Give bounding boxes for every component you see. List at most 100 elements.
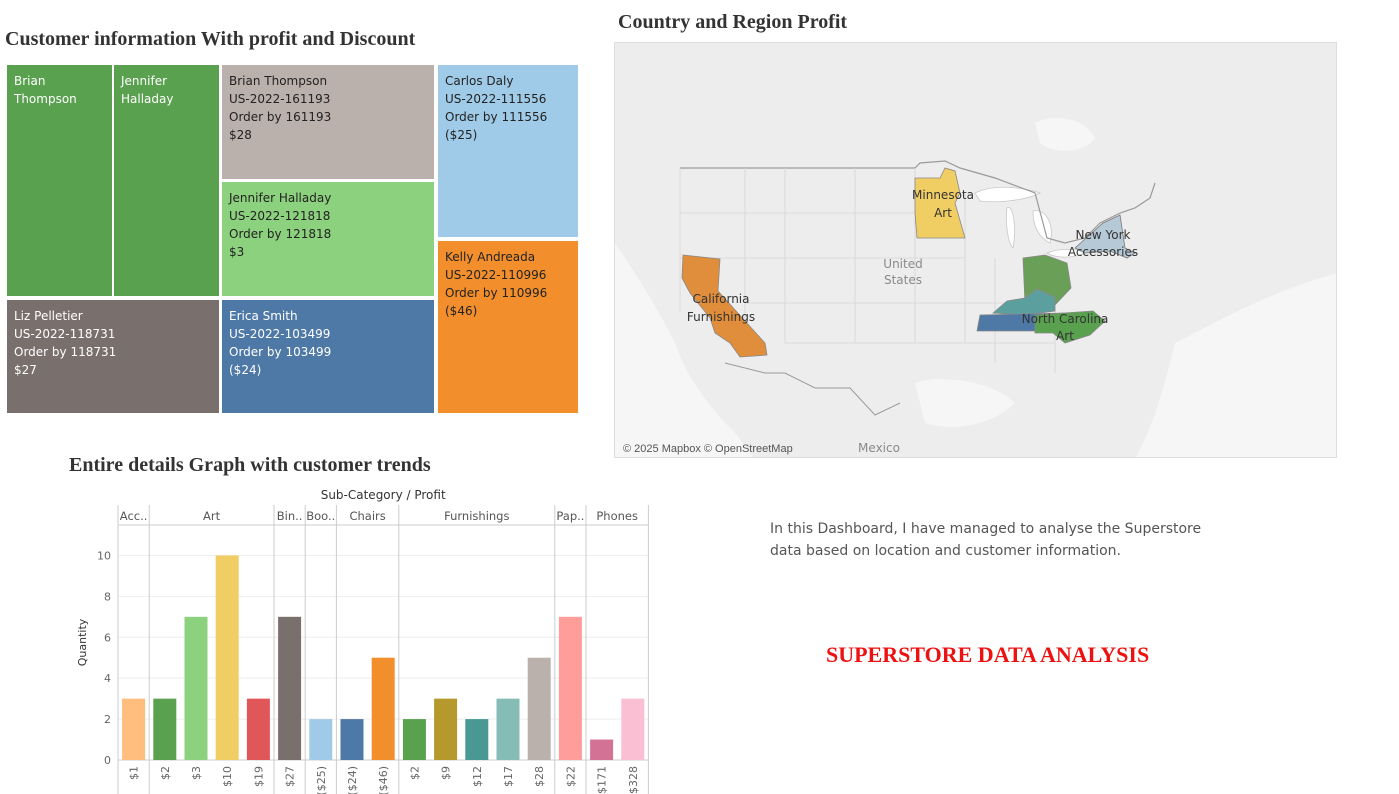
label-mexico: Mexico (858, 441, 900, 455)
treemap-cell-text: US-2022-118731 (14, 327, 116, 341)
x-tick-label: $10 (221, 766, 234, 787)
label-north-carolina: North Carolina Art (1022, 312, 1109, 343)
treemap-cell-text: $27 (14, 363, 37, 377)
group-label: Art (203, 509, 221, 523)
group-label: Pap.. (556, 509, 584, 523)
bar-section-title: Entire details Graph with customer trend… (69, 454, 431, 476)
x-tick-label: $9 (440, 766, 453, 780)
label-california: California Furnishings (687, 292, 755, 324)
y-tick-label: 2 (104, 713, 111, 726)
bar[interactable] (215, 555, 239, 760)
state-new-york[interactable] (1074, 214, 1136, 259)
bar[interactable] (527, 657, 551, 760)
x-tick-label: ($25) (315, 766, 328, 794)
treemap-cell[interactable]: Jennifer Halladay (114, 65, 219, 296)
bar[interactable] (246, 698, 270, 760)
treemap-cell[interactable]: Brian Thompson (7, 65, 112, 296)
group-label: Chairs (349, 509, 385, 523)
treemap-cell-text: ($46) (445, 304, 478, 318)
x-tick-label: $328 (627, 766, 640, 794)
treemap-cell-text: ($24) (229, 363, 262, 377)
chart-title: Sub-Category / Profit (321, 488, 446, 502)
treemap-cell-text: Order by 121818 (229, 227, 332, 241)
state-north-carolina[interactable] (1034, 310, 1106, 344)
treemap-cell-text: US-2022-110996 (445, 268, 547, 282)
treemap-cell-text: Order by 110996 (445, 286, 548, 300)
bar-chart[interactable]: Sub-Category / Profit 0 2 4 6 8 10 Quantity Acc.… (60, 484, 660, 794)
bar[interactable] (402, 719, 426, 760)
x-tick-label: $28 (533, 766, 546, 787)
treemap-cell[interactable]: Carlos Daly US-2022-111556 Order by 111556… (438, 65, 578, 237)
label-minnesota: Minnesota Art (912, 188, 974, 220)
treemap-cell-text: US-2022-161193 (229, 92, 331, 106)
x-tick-label: $2 (408, 766, 421, 780)
treemap-cell-text: Halladay (121, 92, 174, 106)
map-canvas[interactable]: Minnesota Art New York Accessories Califor… (615, 43, 1337, 458)
treemap-cell[interactable]: Kelly Andreada US-2022-110996 Order by 110… (438, 241, 578, 413)
land-mass (615, 43, 1336, 457)
treemap-cell-text: Order by 118731 (14, 345, 117, 359)
treemap-cell-text: Carlos Daly (445, 74, 514, 88)
bar[interactable] (278, 616, 302, 760)
map-title: Country and Region Profit (618, 11, 848, 33)
y-tick-label: 4 (104, 672, 111, 685)
lake-superior (974, 186, 1042, 203)
region-map[interactable]: Minnesota Art New York Accessories Califor… (614, 42, 1337, 458)
treemap-cell[interactable]: Liz Pelletier US-2022-118731 Order by 1187… (7, 300, 219, 413)
x-tick-label: $2 (159, 766, 172, 780)
group-label: Acc.. (120, 509, 148, 523)
pacific-ocean (615, 243, 754, 457)
treemap-cell-text: Brian (14, 74, 46, 88)
bar[interactable] (434, 698, 458, 760)
treemap-cell[interactable]: Erica Smith US-2022-103499 Order by 103499… (222, 300, 434, 413)
treemap-cell-text: Order by 161193 (229, 110, 332, 124)
treemap-cell[interactable]: Brian Thompson US-2022-161193 Order by 161… (222, 65, 434, 179)
x-tick-label: $3 (190, 766, 203, 780)
state-california[interactable] (681, 254, 768, 358)
x-tick-label: $19 (252, 766, 265, 787)
bar[interactable] (496, 698, 520, 760)
dashboard-description: In this Dashboard, I have managed to ana… (770, 521, 1202, 559)
bar[interactable] (371, 657, 395, 760)
treemap-cell-text: Order by 103499 (229, 345, 332, 359)
state-minnesota[interactable] (914, 167, 966, 239)
label-united-states: United States (883, 257, 922, 287)
treemap-cell-text: US-2022-121818 (229, 209, 331, 223)
gulf-of-mexico (915, 379, 1015, 427)
y-axis-label: Quantity (76, 618, 89, 666)
y-tick-label: 8 (104, 590, 111, 603)
treemap-cell[interactable]: Jennifer Halladay US-2022-121818 Order by … (222, 182, 434, 296)
treemap-cell-text: US-2022-103499 (229, 327, 331, 341)
bar[interactable] (621, 698, 645, 760)
treemap-cell-text: $28 (229, 128, 252, 142)
treemap-cell-text: Thompson (14, 92, 77, 106)
dashboard-title: SUPERSTORE DATA ANALYSIS (826, 642, 1150, 667)
bar[interactable] (309, 719, 333, 760)
atlantic-ocean (1136, 273, 1336, 457)
bar[interactable] (184, 616, 208, 760)
treemap-cell-text: Order by 111556 (445, 110, 548, 124)
treemap-cell-text: Brian Thompson (229, 74, 328, 88)
map-attribution[interactable]: © 2025 Mapbox © OpenStreetMap (623, 443, 793, 455)
x-tick-label: ($24) (346, 766, 359, 794)
group-label: Boo.. (306, 509, 335, 523)
bar[interactable] (558, 616, 582, 760)
x-tick-label: $12 (471, 766, 484, 787)
treemap-cell-text: Jennifer (121, 74, 168, 88)
bar[interactable] (153, 698, 177, 760)
bar[interactable] (122, 698, 146, 760)
treemap-cell-text: Kelly Andreada (445, 250, 536, 264)
y-tick-label: 10 (97, 549, 111, 562)
hudson-bay (1035, 118, 1095, 151)
label-new-york: New York Accessories (1068, 228, 1138, 259)
lake-michigan (1005, 207, 1015, 249)
x-tick-label: $22 (564, 766, 577, 787)
x-tick-label: ($46) (377, 766, 390, 794)
treemap-cell-text: Jennifer Halladay (229, 191, 332, 205)
bar[interactable] (465, 719, 489, 760)
bar[interactable] (590, 739, 614, 760)
group-label: Phones (596, 509, 638, 523)
bar[interactable] (340, 719, 364, 760)
x-tick-label: $27 (284, 766, 297, 787)
y-tick-label: 6 (104, 631, 111, 644)
